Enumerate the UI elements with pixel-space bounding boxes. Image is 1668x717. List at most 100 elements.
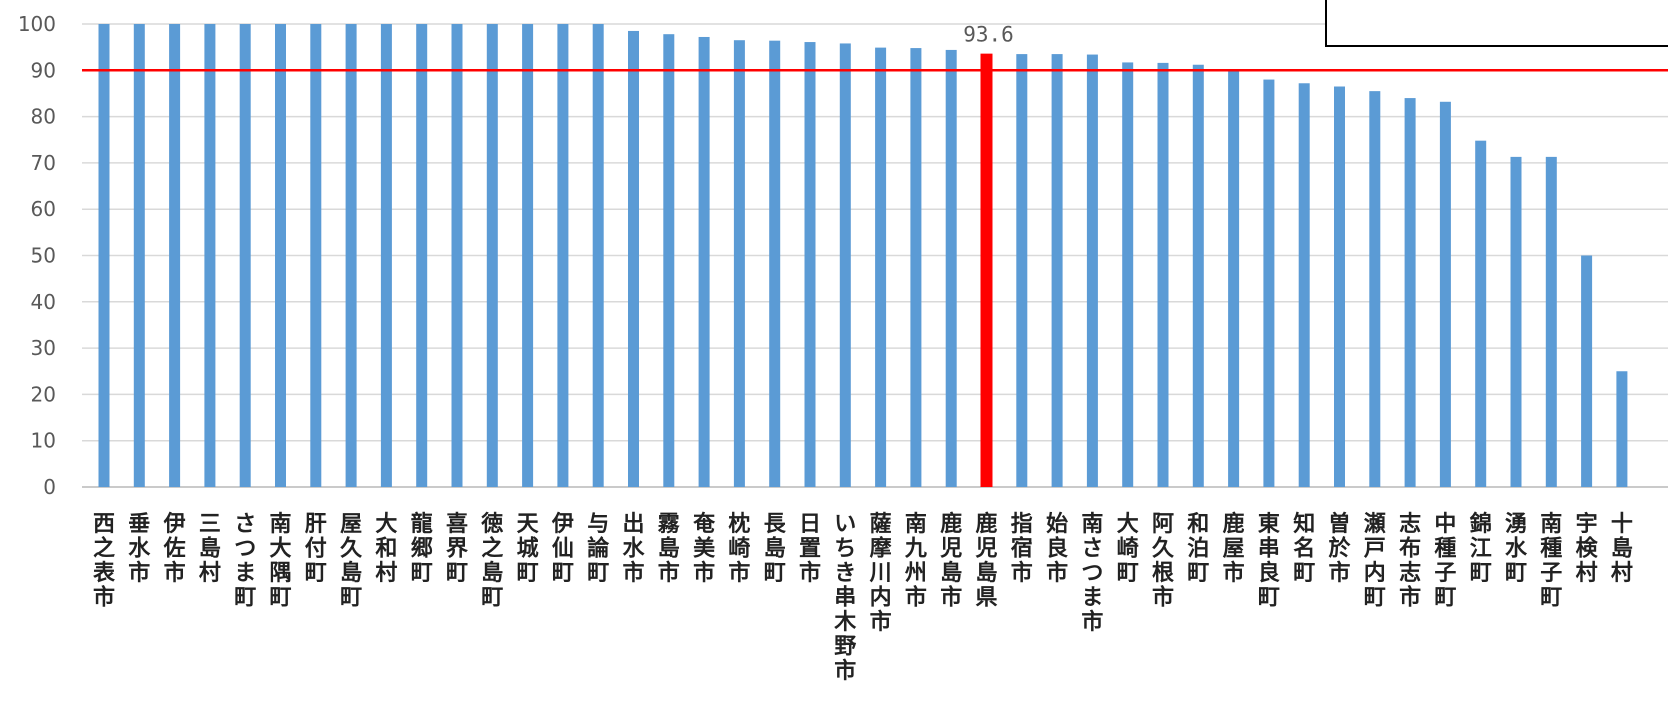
bar (1334, 86, 1345, 487)
x-tick-label: 南大隅町 (269, 512, 291, 611)
bar (380, 24, 392, 487)
x-tick-label: 南九州市 (904, 512, 927, 611)
x-tick-label: 志布志市 (1399, 512, 1421, 611)
x-tick-label: 与論町 (587, 512, 610, 586)
bar (522, 24, 534, 487)
x-tick-label: 指宿市 (1011, 512, 1033, 586)
x-tick-label: 西之表市 (93, 512, 116, 611)
x-tick-label: 垂水市 (128, 512, 151, 586)
x-tick-label: 奄美市 (692, 511, 716, 586)
bars: 93.6 (98, 23, 1628, 488)
bar (910, 48, 922, 488)
y-tick-label: 40 (31, 290, 56, 314)
x-tick-label: 肝付町 (305, 512, 327, 586)
x-axis-labels: 西之表市垂水市伊佐市三島村さつま町南大隅町肝付町屋久島町大和村龍郷町喜界町徳之島… (93, 511, 1633, 684)
bar (1228, 69, 1240, 487)
bar (733, 40, 745, 487)
x-tick-label: 南種子町 (1540, 512, 1562, 611)
bar (1581, 255, 1593, 487)
bar (1616, 371, 1628, 487)
bar (1404, 98, 1416, 487)
bar (204, 24, 216, 487)
y-tick-label: 100 (18, 12, 56, 36)
x-tick-label: さつま町 (234, 512, 256, 611)
bar (98, 24, 110, 487)
bar (945, 49, 957, 487)
bar (169, 24, 181, 487)
y-axis: 0 10 20 30 40 50 60 70 80 90 100 (18, 12, 56, 499)
y-tick-label: 20 (31, 382, 56, 406)
x-tick-label: 鹿児島市 (939, 511, 962, 611)
x-tick-label: 鹿屋市 (1223, 511, 1245, 586)
y-tick-label: 0 (43, 475, 56, 499)
x-tick-label: 薩摩川内市 (869, 511, 892, 635)
y-tick-label: 60 (31, 197, 56, 221)
y-tick-label: 70 (31, 151, 56, 175)
bar (1298, 83, 1310, 487)
bar (1263, 79, 1275, 487)
x-tick-label: 東串良町 (1258, 512, 1280, 611)
x-tick-label: 枕崎市 (728, 512, 750, 586)
x-tick-label: 天城町 (517, 512, 540, 586)
x-tick-label: 大和村 (375, 512, 397, 586)
x-tick-label: 伊佐市 (163, 511, 186, 586)
bar (839, 43, 851, 488)
x-tick-label: 霧島市 (657, 512, 681, 586)
bar (275, 24, 286, 487)
bar (1439, 101, 1451, 487)
bar (239, 24, 251, 487)
x-tick-label: 出水市 (622, 512, 645, 586)
x-tick-label: 十島村 (1611, 512, 1633, 586)
bar (486, 24, 498, 487)
y-tick-label: 30 (31, 336, 56, 360)
x-tick-label: 三島村 (199, 512, 221, 586)
bar (1369, 91, 1381, 487)
x-tick-label: 伊仙町 (551, 511, 574, 586)
x-tick-label: 錦江町 (1470, 511, 1492, 586)
bar (1475, 140, 1487, 487)
bar (1510, 156, 1522, 488)
bar (592, 24, 604, 487)
y-tick-label: 10 (31, 429, 56, 453)
bar (769, 40, 781, 487)
legend-box (1325, 0, 1668, 47)
x-tick-label: 屋久島町 (340, 512, 362, 611)
bar (875, 47, 887, 487)
y-tick-label: 80 (31, 105, 56, 129)
x-tick-label: 曽於市 (1328, 511, 1351, 586)
bar-highlight (980, 53, 993, 488)
bar (628, 30, 639, 487)
bar (663, 34, 675, 487)
bar (1545, 156, 1557, 488)
x-tick-label: 南さつま市 (1081, 512, 1103, 635)
bar (133, 24, 145, 487)
x-tick-label: 喜界町 (446, 511, 468, 586)
x-tick-label: 長島町 (764, 512, 787, 586)
bar (345, 24, 357, 487)
bar (1192, 64, 1204, 487)
x-tick-label: 知名町 (1293, 511, 1315, 586)
x-tick-label: 日置市 (799, 512, 821, 586)
x-tick-label: 徳之島町 (480, 511, 503, 611)
bar (1122, 62, 1134, 487)
bar (1086, 54, 1098, 488)
y-tick-label: 90 (31, 58, 56, 82)
x-tick-label: 瀬戸内町 (1364, 512, 1386, 611)
x-tick-label: 大崎町 (1117, 512, 1139, 586)
x-tick-label: 和泊町 (1187, 512, 1209, 586)
x-tick-label: 湧水町 (1505, 511, 1528, 586)
y-tick-label: 50 (31, 244, 56, 268)
bar (804, 42, 816, 487)
bar (451, 24, 463, 487)
x-tick-label: 龍郷町 (411, 511, 433, 586)
bar (1051, 54, 1063, 487)
data-label: 93.6 (963, 23, 1014, 47)
bar (310, 24, 322, 487)
bar (1016, 54, 1028, 487)
bar (698, 36, 710, 488)
x-tick-label: 宇検村 (1576, 512, 1599, 586)
x-tick-label: 中種子町 (1434, 512, 1456, 611)
bar (1157, 62, 1169, 487)
bar (557, 24, 569, 487)
